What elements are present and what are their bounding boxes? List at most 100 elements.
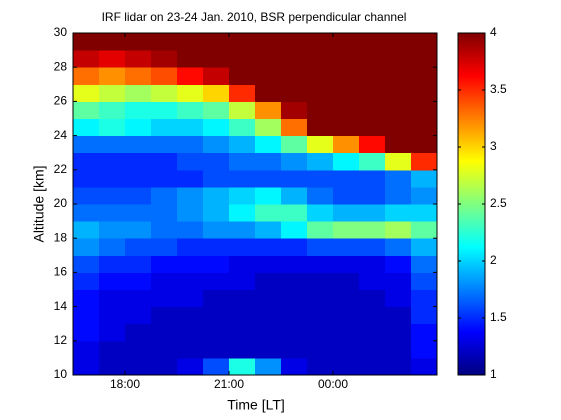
- heatmap-cell: [411, 255, 438, 273]
- x-tick-label: 00:00: [318, 377, 348, 391]
- heatmap-cell: [177, 101, 204, 119]
- colorbar-tick-label: 2: [490, 253, 497, 267]
- x-axis-label: Time [LT]: [227, 397, 285, 413]
- heatmap-cell: [73, 238, 100, 256]
- heatmap-cell: [73, 186, 100, 205]
- heatmap-cell: [307, 33, 334, 51]
- heatmap-cell: [125, 289, 152, 308]
- heatmap-cell: [73, 169, 100, 188]
- heatmap-cell: [411, 306, 438, 325]
- heatmap-cell: [411, 135, 438, 154]
- heatmap-cell: [255, 84, 282, 102]
- heatmap-cell: [255, 33, 282, 51]
- y-tick-label: 22: [54, 162, 68, 176]
- heatmap-cell: [151, 306, 178, 325]
- heatmap-cell: [359, 357, 386, 376]
- heatmap-cell: [281, 118, 308, 137]
- heatmap-cell: [151, 33, 178, 51]
- heatmap-cell: [177, 306, 204, 325]
- heatmap-cell: [99, 50, 126, 68]
- heatmap-cell: [99, 118, 126, 137]
- chart-title: IRF lidar on 23-24 Jan. 2010, BSR perpen…: [102, 10, 407, 24]
- heatmap-cell: [255, 204, 282, 222]
- heatmap-cell: [99, 289, 126, 308]
- heatmap-cell: [125, 357, 152, 376]
- heatmap-cell: [203, 306, 230, 325]
- heatmap-cell: [177, 152, 204, 171]
- heatmap-cell: [385, 340, 412, 359]
- heatmap-cell: [73, 289, 100, 308]
- heatmap-cell: [385, 306, 412, 325]
- heatmap-cell: [307, 323, 334, 342]
- heatmap-cell: [385, 323, 412, 342]
- heatmap-cell: [385, 50, 412, 68]
- heatmap-cell: [203, 238, 230, 256]
- heatmap-cell: [151, 118, 178, 137]
- heatmap-cell: [229, 135, 256, 154]
- heatmap-cell: [99, 33, 126, 51]
- heatmap-cell: [281, 186, 308, 205]
- heatmap-cell: [151, 221, 178, 239]
- heatmap-cell: [255, 169, 282, 188]
- heatmap-cell: [307, 289, 334, 308]
- heatmap-cell: [229, 84, 256, 102]
- heatmap-cell: [385, 84, 412, 102]
- heatmap-cell: [203, 169, 230, 188]
- heatmap-cell: [255, 238, 282, 256]
- heatmap-cell: [255, 306, 282, 325]
- heatmap-cell: [177, 323, 204, 342]
- colorbar-tick-label: 2.5: [490, 196, 507, 210]
- heatmap-cell: [385, 238, 412, 256]
- heatmap-cell: [411, 50, 438, 68]
- heatmap-cell: [411, 221, 438, 239]
- heatmap-cell: [229, 152, 256, 171]
- heatmap-cell: [307, 186, 334, 205]
- heatmap-cell: [151, 357, 178, 376]
- heatmap-cell: [333, 169, 360, 188]
- y-tick-label: 24: [54, 128, 68, 142]
- heatmap-cell: [203, 323, 230, 342]
- heatmap-cell: [125, 186, 152, 205]
- y-tick-label: 12: [54, 333, 68, 347]
- heatmap-cell: [73, 272, 100, 290]
- heatmap-cell: [151, 340, 178, 359]
- heatmap-cell: [411, 118, 438, 137]
- heatmap-cell: [125, 272, 152, 290]
- heatmap-cell: [73, 101, 100, 119]
- heatmap-cell: [151, 323, 178, 342]
- heatmap-cell: [281, 135, 308, 154]
- heatmap-cell: [385, 289, 412, 308]
- heatmap-cell: [385, 204, 412, 222]
- heatmap-cell: [125, 50, 152, 68]
- heatmap-cell: [307, 306, 334, 325]
- heatmap-cell: [125, 306, 152, 325]
- heatmap-cell: [229, 340, 256, 359]
- heatmap-cell: [333, 204, 360, 222]
- heatmap-cell: [307, 84, 334, 102]
- heatmap-cell: [307, 118, 334, 137]
- heatmap-cell: [385, 152, 412, 171]
- colorbar-tick-label: 3: [490, 139, 497, 153]
- y-tick-label: 10: [54, 367, 68, 381]
- heatmap-cell: [177, 186, 204, 205]
- y-tick-label: 28: [54, 59, 68, 73]
- heatmap-cell: [307, 50, 334, 68]
- y-tick-label: 20: [54, 196, 68, 210]
- heatmap-cell: [125, 255, 152, 273]
- heatmap-cell: [255, 340, 282, 359]
- heatmap-cell: [99, 255, 126, 273]
- heatmap-cell: [73, 306, 100, 325]
- heatmap-cell: [73, 323, 100, 342]
- heatmap-cell: [281, 152, 308, 171]
- heatmap-cell: [411, 152, 438, 171]
- heatmap-cell: [333, 306, 360, 325]
- heatmap-cell: [229, 67, 256, 85]
- heatmap-cell: [99, 238, 126, 256]
- heatmap-cell: [203, 289, 230, 308]
- heatmap-cell: [255, 50, 282, 68]
- heatmap-cell: [333, 323, 360, 342]
- colorbar-tick-label: 3.5: [490, 82, 507, 96]
- heatmap-cell: [125, 204, 152, 222]
- heatmap-cell: [307, 152, 334, 171]
